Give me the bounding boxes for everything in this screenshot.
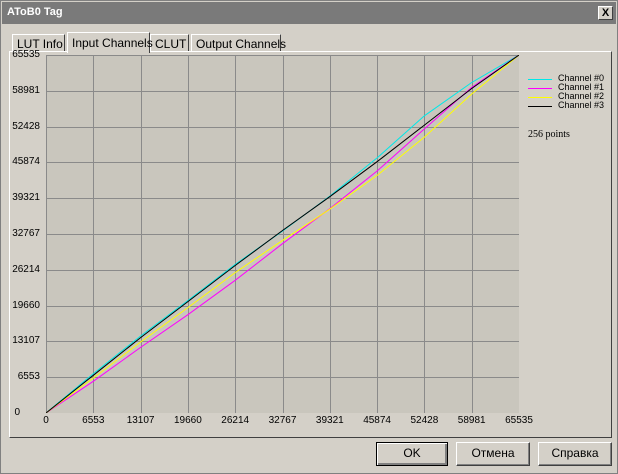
x-tick-label: 65535 [505, 415, 533, 426]
y-tick-label: 58981 [12, 84, 40, 96]
tab-output-channels[interactable]: Output Channels [191, 34, 286, 52]
curve-chart [46, 55, 519, 413]
legend-item: Channel #1 [528, 82, 618, 93]
legend-swatch [528, 79, 552, 80]
y-tick-label: 6553 [17, 371, 40, 383]
legend-item: Channel #2 [528, 91, 618, 102]
tab-panel [9, 51, 612, 438]
ok-button[interactable]: OK [376, 442, 448, 466]
series-line-channel-3 [46, 55, 519, 413]
help-button[interactable]: Справка [538, 442, 612, 466]
x-tick-label: 19660 [173, 415, 202, 426]
x-tick-label: 26214 [221, 415, 250, 426]
y-tick-label: 65535 [12, 49, 40, 60]
tab-lut-info[interactable]: LUT Info [12, 34, 65, 52]
y-tick-label: 13107 [12, 335, 40, 347]
legend-label: Channel #2 [558, 91, 605, 101]
legend-swatch [528, 88, 552, 89]
x-tick-label: 6553 [82, 415, 105, 426]
legend-item: Channel #0 [528, 73, 618, 84]
tab-input-channels[interactable]: Input Channels [67, 32, 153, 53]
y-tick-label: 39321 [12, 192, 40, 204]
x-tick-label: 52428 [410, 415, 439, 426]
cancel-button[interactable]: Отмена [456, 442, 530, 466]
title-bar[interactable]: AToB0 Tag X [2, 2, 616, 24]
x-tick-label: 45874 [363, 415, 391, 426]
legend-label: Channel #1 [558, 82, 605, 92]
plot-area [46, 55, 519, 413]
y-tick-label: 0 [14, 407, 20, 418]
window-title: AToB0 Tag [7, 6, 63, 18]
y-tick-label: 52428 [12, 120, 40, 132]
x-tick-label: 0 [43, 415, 49, 426]
x-tick-label: 39321 [315, 415, 344, 426]
legend-label: Channel #3 [558, 100, 605, 110]
close-button[interactable]: X [598, 6, 613, 20]
x-tick-label: 58981 [457, 415, 486, 426]
y-tick-label: 19660 [12, 299, 40, 311]
y-tick-label: 32767 [12, 228, 40, 239]
y-tick-label: 26214 [12, 263, 40, 275]
x-tick-label: 32767 [268, 415, 297, 426]
legend-swatch [528, 106, 552, 107]
series-line-channel-1 [46, 55, 519, 413]
legend-swatch [528, 97, 552, 98]
legend-item: Channel #3 [528, 100, 618, 111]
x-tick-label: 13107 [126, 415, 155, 426]
points-count: 256 points [528, 129, 570, 140]
y-tick-label: 45874 [12, 156, 40, 168]
legend-label: Channel #0 [558, 73, 605, 83]
tab-clut[interactable]: CLUT [150, 34, 189, 52]
series-line-channel-2 [46, 55, 519, 413]
